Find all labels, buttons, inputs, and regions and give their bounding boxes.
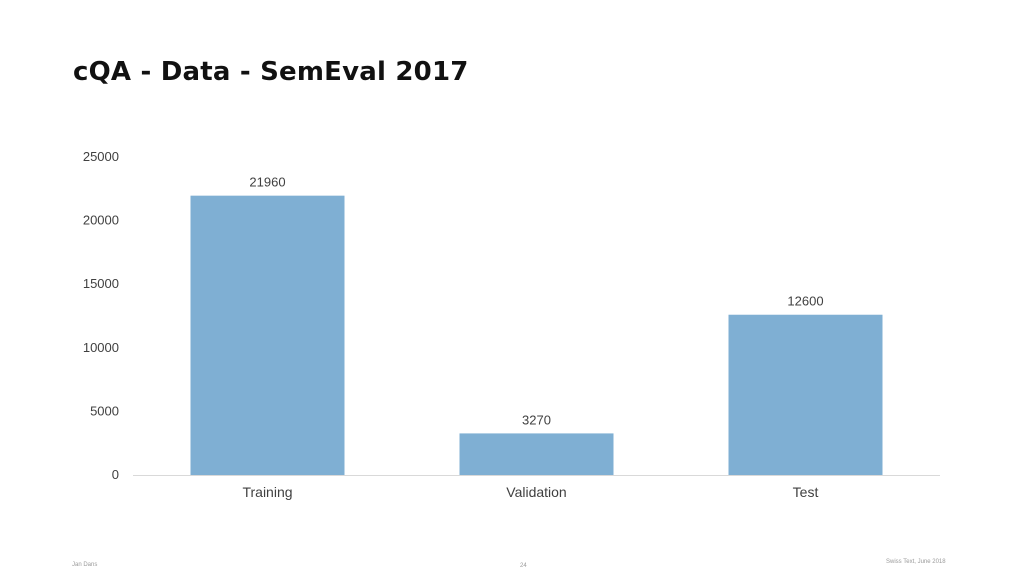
y-tick-label: 0 <box>112 467 119 482</box>
slide-title: cQA - Data - SemEval 2017 <box>73 57 469 87</box>
y-tick-label: 10000 <box>83 340 119 355</box>
x-category-label: Validation <box>506 484 566 500</box>
footer-author: Jan Dans <box>72 562 98 568</box>
bar-test <box>728 314 883 475</box>
footer-page-number: 24 <box>520 563 527 569</box>
data-label: 12600 <box>787 294 823 309</box>
bar-validation <box>459 433 614 475</box>
x-category-label: Training <box>242 484 292 500</box>
data-label: 21960 <box>249 175 285 190</box>
x-category-label: Test <box>793 484 819 500</box>
y-tick-label: 20000 <box>83 213 119 228</box>
y-tick-label: 15000 <box>83 276 119 291</box>
y-tick-label: 25000 <box>83 149 119 164</box>
y-tick-label: 5000 <box>90 403 119 418</box>
bar-training <box>190 195 345 475</box>
footer-event: Swiss Text, June 2018 <box>886 559 946 565</box>
data-label: 3270 <box>522 412 551 427</box>
